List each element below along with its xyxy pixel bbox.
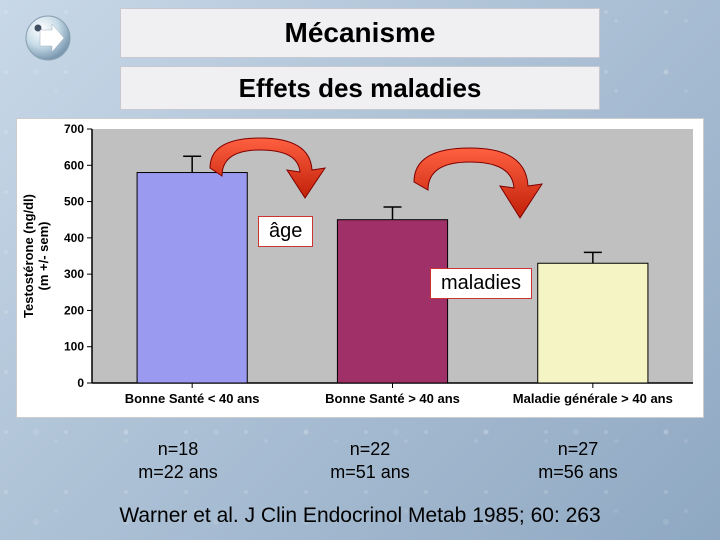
curved-arrow-age — [190, 128, 340, 208]
svg-text:Maladie générale > 40 ans: Maladie générale > 40 ans — [513, 391, 673, 406]
curved-arrow-maladies — [392, 138, 557, 228]
title-box: Mécanisme — [120, 8, 600, 58]
title-text: Mécanisme — [285, 17, 436, 49]
svg-text:Bonne Santé > 40 ans: Bonne Santé > 40 ans — [325, 391, 460, 406]
label-age: âge — [258, 216, 313, 247]
svg-text:600: 600 — [64, 158, 84, 172]
label-maladies: maladies — [430, 268, 532, 299]
svg-text:200: 200 — [64, 303, 84, 317]
svg-text:100: 100 — [64, 340, 84, 354]
svg-text:400: 400 — [64, 231, 84, 245]
group-caption-1: n=18 m=22 ans — [108, 438, 248, 483]
group-caption-3: n=27 m=56 ans — [508, 438, 648, 483]
label-age-text: âge — [269, 220, 302, 242]
group-3-n: n=27 — [508, 438, 648, 461]
group-2-m: m=51 ans — [300, 461, 440, 484]
subtitle-text: Effets des maladies — [239, 73, 482, 104]
label-maladies-text: maladies — [441, 272, 521, 294]
subtitle-box: Effets des maladies — [120, 66, 600, 110]
citation: Warner et al. J Clin Endocrinol Metab 19… — [0, 504, 720, 528]
group-1-m: m=22 ans — [108, 461, 248, 484]
group-2-n: n=22 — [300, 438, 440, 461]
arrow-bullet-icon — [24, 14, 72, 62]
svg-text:700: 700 — [64, 122, 84, 136]
bar-chart: 0 100 200 300 400 500 600 700 Testostérone (ng/d… — [17, 119, 705, 419]
svg-text:Bonne Santé < 40 ans: Bonne Santé < 40 ans — [125, 391, 260, 406]
svg-text:300: 300 — [64, 267, 84, 281]
svg-text:Testostérone (ng/dl)(m +/- sem: Testostérone (ng/dl)(m +/- sem) — [21, 194, 51, 318]
group-caption-2: n=22 m=51 ans — [300, 438, 440, 483]
svg-text:500: 500 — [64, 195, 84, 209]
svg-text:0: 0 — [77, 376, 84, 390]
group-1-n: n=18 — [108, 438, 248, 461]
citation-text: Warner et al. J Clin Endocrinol Metab 19… — [119, 504, 600, 527]
chart-container: 0 100 200 300 400 500 600 700 Testostérone (ng/d… — [16, 118, 704, 418]
group-3-m: m=56 ans — [508, 461, 648, 484]
